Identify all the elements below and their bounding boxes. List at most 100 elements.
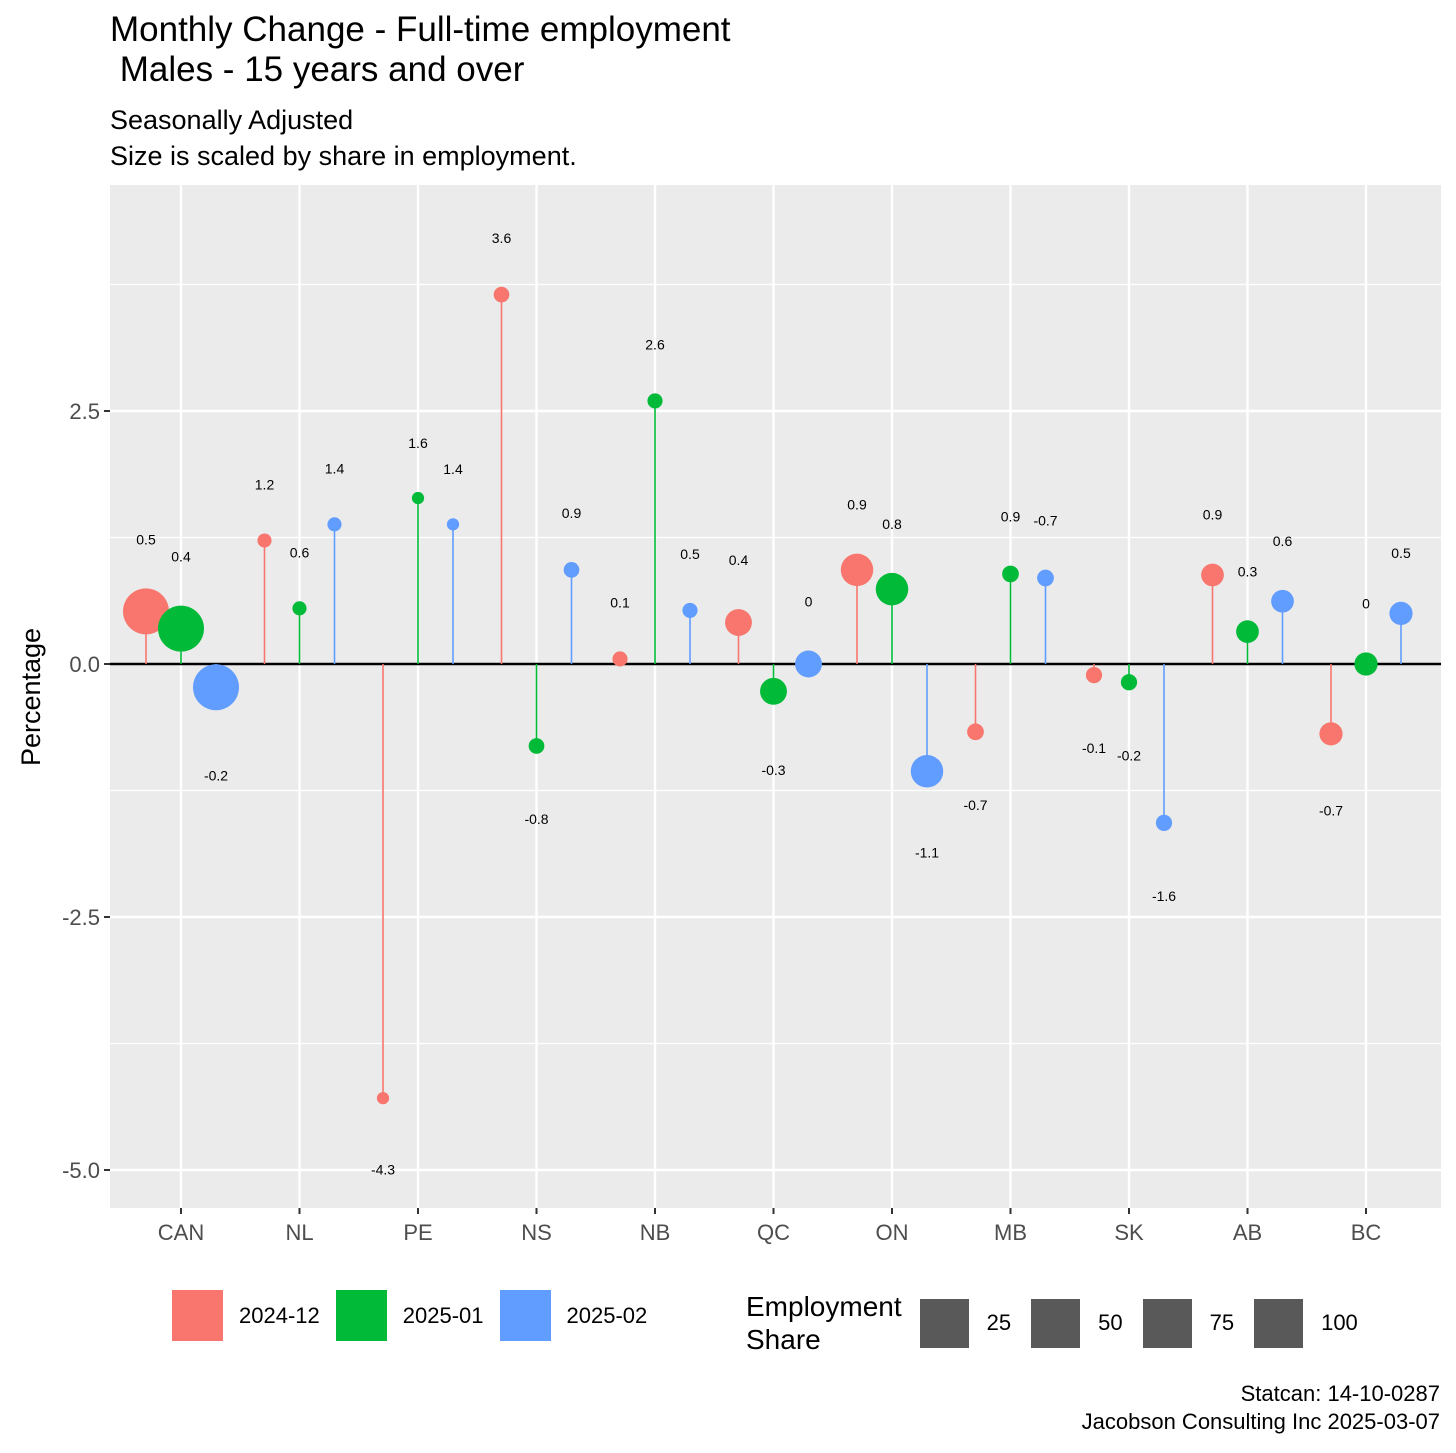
data-point	[1120, 674, 1138, 691]
data-point	[612, 651, 628, 667]
x-tick-label: NB	[640, 1220, 671, 1245]
data-point	[376, 1092, 390, 1105]
legend-swatch-2025-01	[335, 1290, 387, 1341]
size-legend-item: 75	[1142, 1298, 1235, 1348]
size-legend-item: 25	[919, 1298, 1011, 1348]
data-label: 1.4	[443, 461, 463, 477]
y-tick-label: -5.0	[62, 1158, 100, 1183]
data-label: 0.6	[290, 544, 310, 560]
data-point	[910, 755, 944, 788]
data-label: 0.3	[1238, 563, 1258, 579]
data-point	[493, 286, 510, 303]
legend-swatch-2024-12	[172, 1290, 223, 1341]
x-tick-label: NL	[285, 1220, 313, 1245]
data-label: 3.6	[492, 230, 512, 246]
x-tick-label: NS	[521, 1220, 552, 1245]
data-point	[1201, 563, 1224, 587]
data-label: 2.6	[645, 336, 665, 352]
data-label: 0.9	[1001, 509, 1021, 525]
data-label: -0.8	[524, 811, 548, 827]
data-label: -0.2	[204, 767, 228, 783]
data-point	[967, 723, 984, 741]
size-legend-swatch	[1254, 1298, 1304, 1348]
size-legend-label: 75	[1209, 1310, 1235, 1335]
data-point	[1354, 652, 1378, 676]
x-tick-label: ON	[876, 1220, 909, 1245]
size-legend-swatch	[1142, 1298, 1192, 1348]
data-point	[563, 562, 580, 578]
data-point	[840, 553, 874, 587]
data-label: 0.8	[882, 516, 902, 532]
data-label: -0.2	[1117, 747, 1141, 763]
data-point	[1389, 601, 1413, 626]
chart-subtitle: Seasonally Adjusted Size is scaled by sh…	[110, 105, 577, 171]
size-legend-swatch	[919, 1298, 969, 1348]
legend-item-2025-01: 2025-01	[335, 1290, 484, 1341]
y-tick-label: -2.5	[62, 905, 100, 930]
size-legend-swatch	[1031, 1298, 1081, 1348]
data-label: 1.6	[408, 435, 428, 451]
data-point	[647, 393, 663, 409]
legend-item-2024-12: 2024-12	[172, 1290, 320, 1341]
data-point	[292, 601, 307, 616]
y-axis-title: Percentage	[16, 628, 46, 766]
y-tick-label: 2.5	[69, 399, 100, 424]
size-legend-title: Employment Share	[746, 1291, 902, 1355]
data-marks: 0.5 1.2 -4.3 3.6 0.1 0.4 0.9 -0.7 -0.1 0.9 -0.70.4…	[110, 230, 1441, 1177]
data-point	[1037, 569, 1054, 587]
data-point	[446, 518, 460, 531]
y-tick-label: 0.0	[69, 652, 100, 677]
x-axis: CAN NL PE NS NB QC ON MB SK AB BC	[158, 1208, 1381, 1245]
size-legend-item: 100	[1254, 1298, 1358, 1348]
data-label: 0.1	[610, 594, 630, 610]
series-2025-02: -0.2 1.4 1.4 0.9 0.5 0 -1.1 -0.7 -1.6 0.6 0.5	[193, 460, 1413, 904]
x-tick-label: SK	[1114, 1220, 1144, 1245]
series-2025-01: 0.4 0.6 1.6 -0.8 2.6 -0.3 0.8 0.9 -0.2 0.3 0	[158, 336, 1378, 827]
data-point	[158, 605, 204, 652]
data-point	[795, 650, 822, 678]
data-label: -1.6	[1152, 888, 1176, 904]
legend-swatch-2025-02	[499, 1290, 551, 1341]
data-label: -4.3	[371, 1161, 395, 1177]
data-label: -0.1	[1082, 740, 1106, 756]
data-point	[875, 572, 909, 606]
legend-label: 2025-01	[402, 1302, 484, 1328]
data-point	[411, 491, 425, 505]
data-label: -0.7	[1319, 802, 1343, 818]
data-point	[528, 738, 545, 754]
x-tick-label: PE	[403, 1220, 432, 1245]
data-point	[257, 533, 272, 548]
data-label: 1.2	[255, 476, 275, 492]
data-point	[1236, 620, 1259, 643]
data-point	[1002, 565, 1019, 583]
size-legend-item: 50	[1031, 1298, 1123, 1348]
data-label: 0.4	[171, 549, 191, 565]
x-tick-label: CAN	[158, 1220, 204, 1245]
data-label: 0	[805, 594, 813, 610]
color-legend: 2024-12 2025-01 2025-02	[172, 1290, 663, 1341]
data-label: 0	[1362, 595, 1370, 611]
data-label: 0.5	[1391, 545, 1411, 561]
y-axis: -5.0 -2.5 0.0 2.5	[62, 399, 110, 1183]
data-point	[123, 588, 169, 635]
data-point	[1155, 814, 1173, 832]
size-legend: Employment Share 25 50 75 100	[746, 1290, 1378, 1356]
data-label: 0.5	[136, 531, 156, 547]
data-label: 0.9	[847, 497, 867, 513]
chart-title: Monthly Change - Full-time employment Ma…	[110, 10, 731, 89]
data-point	[1319, 722, 1343, 746]
size-legend-label: 50	[1098, 1310, 1123, 1335]
data-point	[760, 677, 787, 705]
data-point	[1271, 589, 1294, 613]
series-2024-12: 0.5 1.2 -4.3 3.6 0.1 0.4 0.9 -0.7 -0.1 0.9 -0.7	[123, 230, 1343, 1177]
x-tick-label: QC	[757, 1220, 790, 1245]
data-point	[725, 609, 752, 636]
data-label: 0.9	[1203, 507, 1223, 523]
data-label: 0.5	[680, 546, 700, 562]
source-caption: Statcan: 14-10-0287 Jacobson Consulting …	[1081, 1381, 1440, 1434]
data-label: 0.9	[562, 505, 582, 521]
data-label: 0.6	[1273, 533, 1293, 549]
size-legend-label: 100	[1321, 1310, 1358, 1335]
data-label: -0.7	[1033, 513, 1057, 529]
legend-label: 2024-12	[239, 1302, 320, 1328]
